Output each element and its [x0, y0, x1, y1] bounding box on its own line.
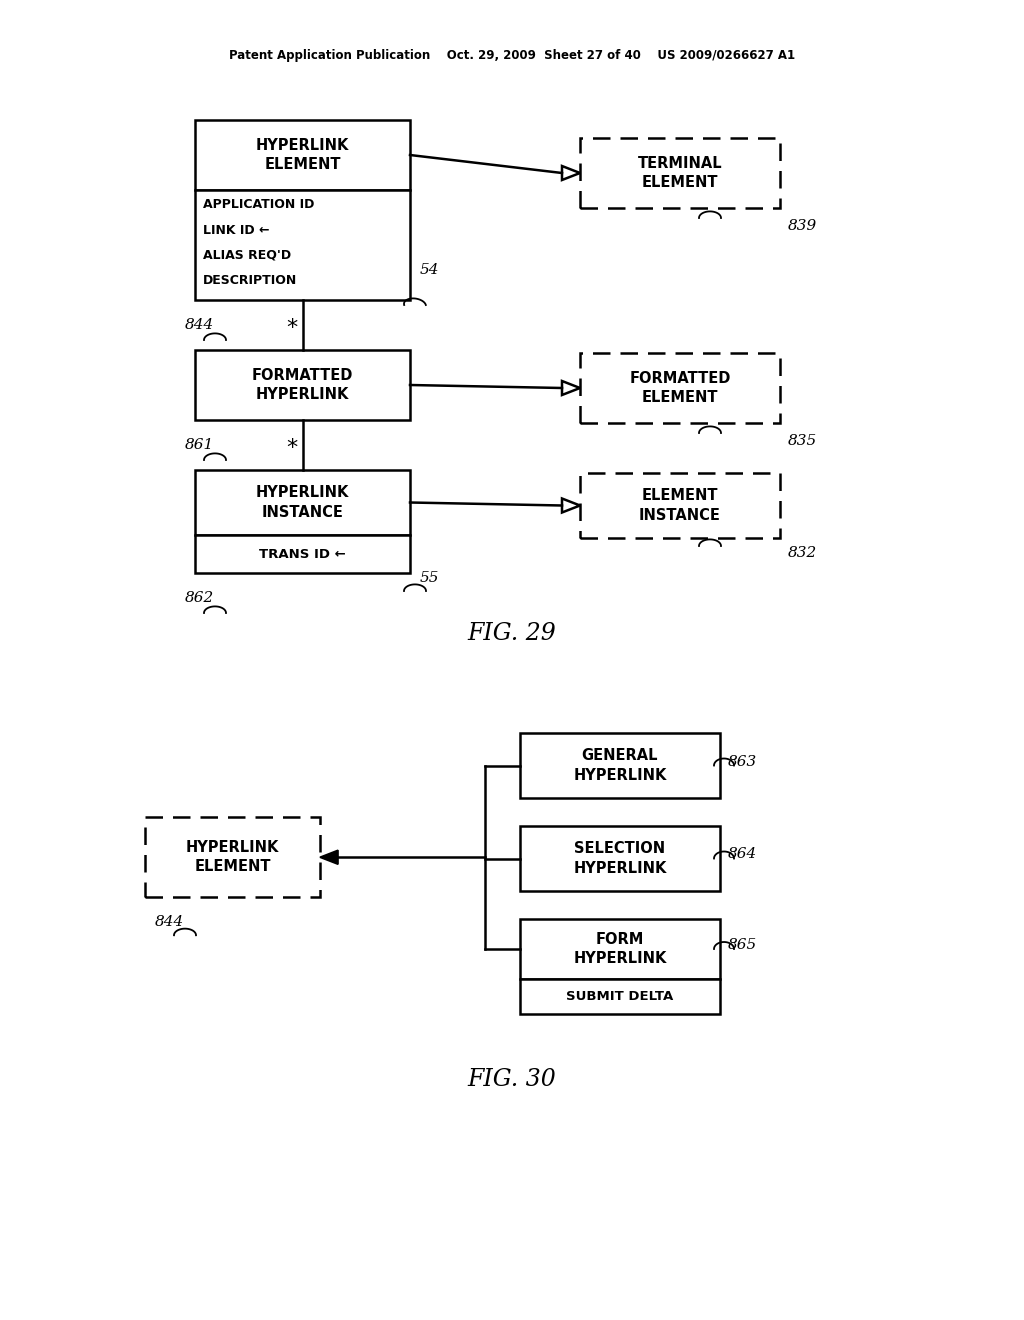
- Text: 55: 55: [420, 572, 439, 585]
- Text: HYPERLINK
INSTANCE: HYPERLINK INSTANCE: [256, 486, 349, 520]
- Text: HYPERLINK
ELEMENT: HYPERLINK ELEMENT: [256, 137, 349, 172]
- Text: *: *: [287, 318, 298, 338]
- Text: 839: 839: [788, 219, 817, 234]
- Text: 832: 832: [788, 546, 817, 560]
- Text: 835: 835: [788, 434, 817, 447]
- Bar: [580, 473, 780, 539]
- Text: 862: 862: [185, 591, 214, 605]
- Text: DESCRIPTION: DESCRIPTION: [203, 273, 297, 286]
- Text: TERMINAL
ELEMENT: TERMINAL ELEMENT: [638, 156, 722, 190]
- Bar: [520, 826, 720, 891]
- Bar: [520, 733, 720, 799]
- Text: SUBMIT DELTA: SUBMIT DELTA: [566, 990, 674, 1003]
- Text: *: *: [287, 438, 298, 458]
- Text: FIG. 30: FIG. 30: [468, 1068, 556, 1090]
- Text: APPLICATION ID: APPLICATION ID: [203, 198, 314, 211]
- Text: 861: 861: [185, 438, 214, 451]
- Text: FIG. 29: FIG. 29: [468, 622, 556, 644]
- Text: 865: 865: [728, 939, 758, 952]
- Text: 863: 863: [728, 755, 758, 768]
- Bar: [520, 979, 720, 1014]
- Text: FORM
HYPERLINK: FORM HYPERLINK: [573, 932, 667, 966]
- Text: 864: 864: [728, 847, 758, 862]
- Text: LINK ID ←: LINK ID ←: [203, 223, 269, 236]
- Text: Patent Application Publication    Oct. 29, 2009  Sheet 27 of 40    US 2009/02666: Patent Application Publication Oct. 29, …: [229, 49, 795, 62]
- Bar: [195, 120, 410, 190]
- Text: ELEMENT
INSTANCE: ELEMENT INSTANCE: [639, 488, 721, 523]
- Text: FORMATTED
HYPERLINK: FORMATTED HYPERLINK: [252, 368, 353, 403]
- Polygon shape: [319, 850, 338, 865]
- Bar: [145, 817, 319, 898]
- Text: FORMATTED
ELEMENT: FORMATTED ELEMENT: [630, 371, 731, 405]
- Text: HYPERLINK
ELEMENT: HYPERLINK ELEMENT: [185, 840, 280, 874]
- Bar: [195, 190, 410, 300]
- Text: TRANS ID ←: TRANS ID ←: [259, 548, 346, 561]
- Text: ALIAS REQ'D: ALIAS REQ'D: [203, 248, 291, 261]
- Bar: [580, 139, 780, 209]
- Text: 54: 54: [420, 263, 439, 277]
- Text: SELECTION
HYPERLINK: SELECTION HYPERLINK: [573, 841, 667, 875]
- Bar: [195, 350, 410, 420]
- Bar: [580, 352, 780, 422]
- Text: GENERAL
HYPERLINK: GENERAL HYPERLINK: [573, 748, 667, 783]
- Bar: [195, 535, 410, 573]
- Bar: [520, 919, 720, 979]
- Text: 844: 844: [185, 318, 214, 333]
- Text: 844: 844: [155, 915, 184, 929]
- Bar: [195, 470, 410, 535]
